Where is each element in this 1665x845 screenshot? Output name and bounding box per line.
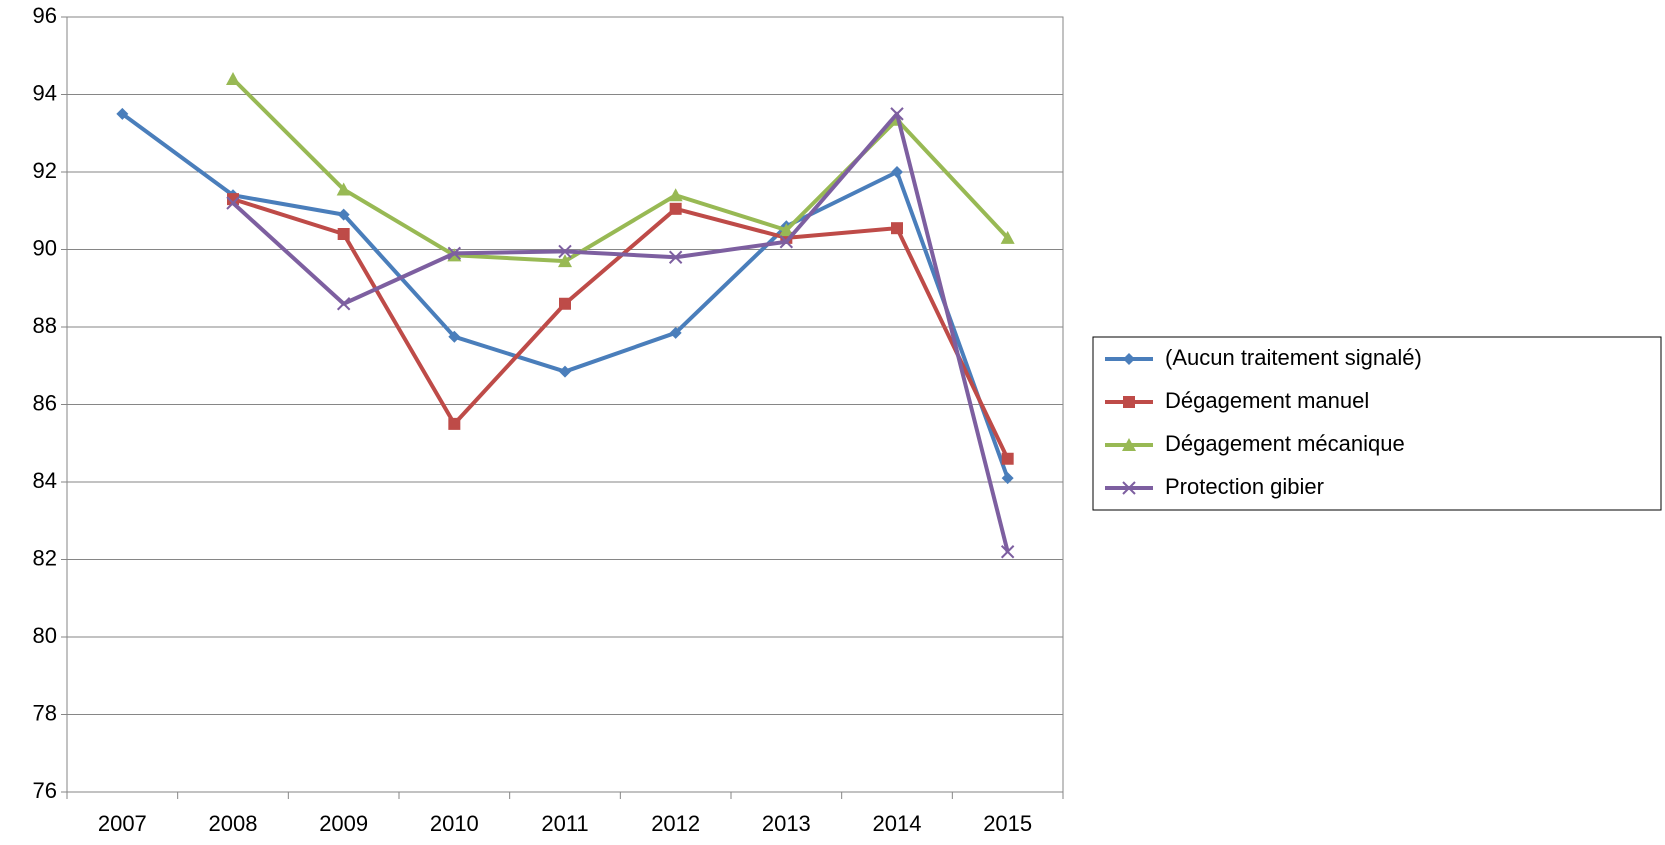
y-tick-label: 76 [33, 778, 57, 803]
marker [448, 330, 461, 343]
y-tick-label: 92 [33, 158, 57, 183]
x-tick-label: 2013 [762, 811, 811, 836]
marker [226, 196, 240, 210]
legend-label: Dégagement mécanique [1165, 431, 1405, 456]
marker [337, 208, 350, 221]
y-tick-label: 86 [33, 390, 57, 415]
series-line [231, 111, 1010, 553]
marker [1122, 481, 1136, 495]
y-tick-label: 78 [33, 700, 57, 725]
y-tick-label: 80 [33, 623, 57, 648]
legend-label: Dégagement manuel [1165, 388, 1369, 413]
marker [668, 250, 683, 264]
y-tick-label: 90 [33, 235, 57, 260]
marker [890, 107, 904, 121]
marker [891, 166, 903, 178]
x-tick-label: 2007 [98, 811, 147, 836]
marker [779, 235, 794, 249]
marker [779, 223, 794, 237]
y-tick-label: 88 [33, 313, 57, 338]
y-tick-label: 94 [33, 80, 57, 105]
x-tick-label: 2015 [983, 811, 1032, 836]
marker [226, 72, 240, 85]
marker [891, 222, 903, 235]
marker [336, 297, 351, 311]
x-tick-label: 2010 [430, 811, 479, 836]
x-tick-label: 2012 [651, 811, 700, 836]
marker [1122, 438, 1136, 451]
marker [558, 254, 572, 268]
marker [669, 202, 682, 215]
marker [1001, 452, 1014, 465]
marker [559, 365, 571, 378]
legend-box [1092, 336, 1662, 511]
marker [227, 193, 239, 206]
x-tick-label: 2008 [209, 811, 258, 836]
marker [668, 188, 683, 202]
x-tick-label: 2011 [541, 811, 588, 836]
series-line [121, 112, 1010, 479]
marker [1123, 396, 1135, 408]
x-tick-label: 2009 [319, 811, 368, 836]
marker [337, 228, 350, 240]
marker [1123, 353, 1135, 365]
marker [1001, 472, 1014, 485]
marker [448, 417, 461, 430]
legend-label: Protection gibier [1165, 474, 1324, 499]
marker [116, 107, 129, 120]
marker [1000, 545, 1015, 559]
marker [1000, 230, 1015, 244]
y-tick-label: 82 [33, 545, 57, 570]
y-tick-label: 96 [33, 3, 57, 28]
y-tick-label: 84 [33, 468, 57, 493]
legend-label: (Aucun traitement signalé) [1165, 345, 1422, 370]
marker [447, 246, 462, 261]
x-tick-label: 2014 [873, 811, 922, 836]
marker [559, 297, 571, 310]
marker [669, 326, 682, 339]
marker [558, 244, 572, 259]
marker [336, 182, 351, 196]
